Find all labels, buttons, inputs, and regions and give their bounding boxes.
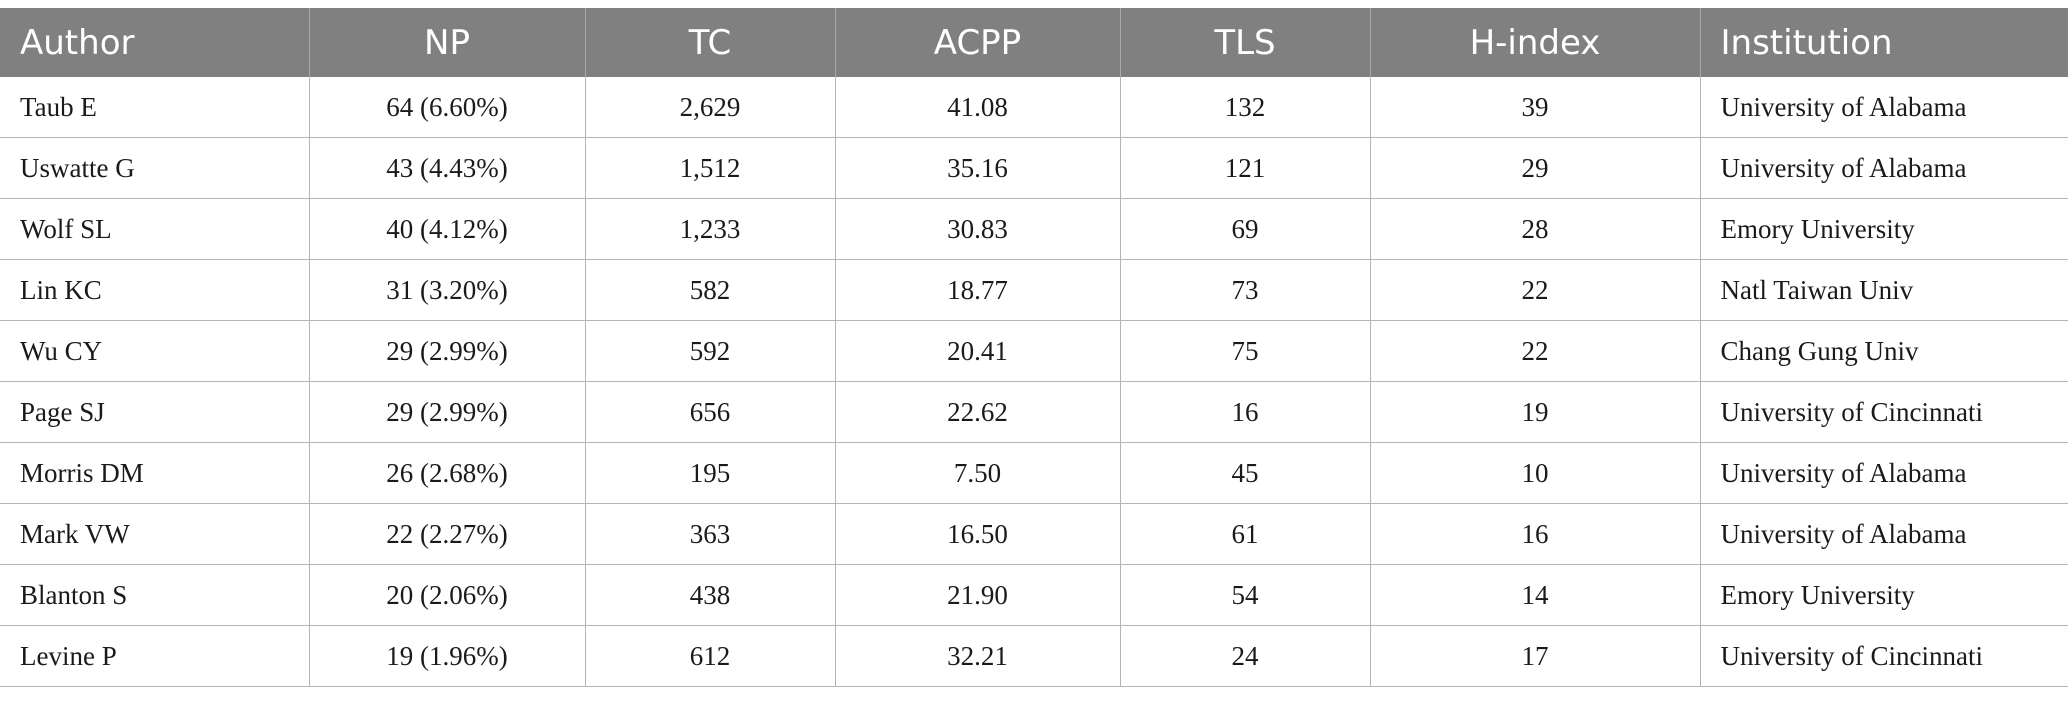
np-cell: 29 (2.99%) (309, 381, 586, 443)
h-index-cell: 17 (1370, 625, 1701, 687)
acpp-cell: 16.50 (835, 503, 1121, 565)
table-row: Wolf SL 40 (4.12%) 1,233 30.83 69 28 Emory Uni… (0, 198, 2068, 260)
acpp-cell: 20.41 (835, 320, 1121, 382)
author-cell: Levine P (0, 625, 310, 687)
acpp-cell: 7.50 (835, 442, 1121, 504)
acpp-cell: 32.21 (835, 625, 1121, 687)
tls-cell: 61 (1120, 503, 1371, 565)
tls-cell: 16 (1120, 381, 1371, 443)
np-cell: 29 (2.99%) (309, 320, 586, 382)
institution-cell: University of Alabama (1700, 137, 2068, 199)
h-index-cell: 22 (1370, 259, 1701, 321)
institution-cell: Chang Gung Univ (1700, 320, 2068, 382)
institution-cell: University of Cincinnati (1700, 625, 2068, 687)
author-table-container: Author NP TC ACPP TLS H-index Institutio… (0, 8, 2068, 687)
header-h-index: H-index (1370, 8, 1701, 77)
np-cell: 20 (2.06%) (309, 564, 586, 626)
table-body: Taub E 64 (6.60%) 2,629 41.08 132 39 Universit… (0, 77, 2068, 687)
institution-cell: Emory University (1700, 198, 2068, 260)
author-cell: Blanton S (0, 564, 310, 626)
author-cell: Taub E (0, 77, 310, 138)
tc-cell: 438 (585, 564, 836, 626)
author-cell: Lin KC (0, 259, 310, 321)
tc-cell: 582 (585, 259, 836, 321)
h-index-cell: 39 (1370, 77, 1701, 138)
np-cell: 40 (4.12%) (309, 198, 586, 260)
header-tc: TC (585, 8, 836, 77)
tls-cell: 73 (1120, 259, 1371, 321)
h-index-cell: 28 (1370, 198, 1701, 260)
tc-cell: 195 (585, 442, 836, 504)
tc-cell: 363 (585, 503, 836, 565)
tc-cell: 656 (585, 381, 836, 443)
acpp-cell: 22.62 (835, 381, 1121, 443)
acpp-cell: 18.77 (835, 259, 1121, 321)
header-acpp: ACPP (835, 8, 1121, 77)
h-index-cell: 29 (1370, 137, 1701, 199)
np-cell: 22 (2.27%) (309, 503, 586, 565)
author-cell: Uswatte G (0, 137, 310, 199)
tls-cell: 54 (1120, 564, 1371, 626)
header-np: NP (309, 8, 586, 77)
tls-cell: 24 (1120, 625, 1371, 687)
institution-cell: University of Alabama (1700, 77, 2068, 138)
np-cell: 19 (1.96%) (309, 625, 586, 687)
institution-cell: Natl Taiwan Univ (1700, 259, 2068, 321)
acpp-cell: 41.08 (835, 77, 1121, 138)
author-cell: Page SJ (0, 381, 310, 443)
header-row: Author NP TC ACPP TLS H-index Institutio… (0, 8, 2068, 77)
table-row: Taub E 64 (6.60%) 2,629 41.08 132 39 Universit… (0, 77, 2068, 138)
header-author: Author (0, 8, 310, 77)
table-row: Lin KC 31 (3.20%) 582 18.77 73 22 Natl Taiwan … (0, 259, 2068, 321)
author-cell: Mark VW (0, 503, 310, 565)
h-index-cell: 22 (1370, 320, 1701, 382)
tc-cell: 612 (585, 625, 836, 687)
header-tls: TLS (1120, 8, 1371, 77)
institution-cell: University of Alabama (1700, 503, 2068, 565)
tc-cell: 2,629 (585, 77, 836, 138)
author-cell: Wolf SL (0, 198, 310, 260)
np-cell: 64 (6.60%) (309, 77, 586, 138)
h-index-cell: 10 (1370, 442, 1701, 504)
tls-cell: 75 (1120, 320, 1371, 382)
table-row: Blanton S 20 (2.06%) 438 21.90 54 14 Emory Uni… (0, 564, 2068, 626)
table-row: Levine P 19 (1.96%) 612 32.21 24 17 University… (0, 625, 2068, 687)
h-index-cell: 16 (1370, 503, 1701, 565)
tc-cell: 1,233 (585, 198, 836, 260)
acpp-cell: 35.16 (835, 137, 1121, 199)
institution-cell: University of Cincinnati (1700, 381, 2068, 443)
tls-cell: 69 (1120, 198, 1371, 260)
header-institution: Institution (1700, 8, 2068, 77)
acpp-cell: 30.83 (835, 198, 1121, 260)
tc-cell: 592 (585, 320, 836, 382)
h-index-cell: 19 (1370, 381, 1701, 443)
author-cell: Morris DM (0, 442, 310, 504)
table-row: Morris DM 26 (2.68%) 195 7.50 45 10 University… (0, 442, 2068, 504)
np-cell: 26 (2.68%) (309, 442, 586, 504)
table-row: Uswatte G 43 (4.43%) 1,512 35.16 121 29 Univer… (0, 137, 2068, 199)
institution-cell: Emory University (1700, 564, 2068, 626)
table-row: Wu CY 29 (2.99%) 592 20.41 75 22 Chang Gung Un… (0, 320, 2068, 382)
h-index-cell: 14 (1370, 564, 1701, 626)
np-cell: 31 (3.20%) (309, 259, 586, 321)
institution-cell: University of Alabama (1700, 442, 2068, 504)
tc-cell: 1,512 (585, 137, 836, 199)
table-header: Author NP TC ACPP TLS H-index Institutio… (0, 8, 2068, 77)
author-cell: Wu CY (0, 320, 310, 382)
np-cell: 43 (4.43%) (309, 137, 586, 199)
author-table: Author NP TC ACPP TLS H-index Institutio… (0, 8, 2068, 687)
tls-cell: 45 (1120, 442, 1371, 504)
acpp-cell: 21.90 (835, 564, 1121, 626)
tls-cell: 121 (1120, 137, 1371, 199)
table-row: Mark VW 22 (2.27%) 363 16.50 61 16 University … (0, 503, 2068, 565)
table-row: Page SJ 29 (2.99%) 656 22.62 16 19 University … (0, 381, 2068, 443)
tls-cell: 132 (1120, 77, 1371, 138)
